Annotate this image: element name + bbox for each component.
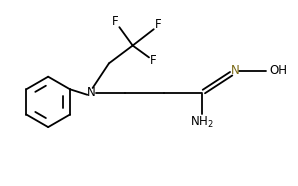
Text: F: F [155,18,161,31]
Text: F: F [111,15,118,28]
Text: OH: OH [269,64,287,77]
Text: NH$_2$: NH$_2$ [190,115,214,130]
Text: F: F [150,54,157,67]
Text: N: N [87,86,96,100]
Text: N: N [231,64,239,77]
